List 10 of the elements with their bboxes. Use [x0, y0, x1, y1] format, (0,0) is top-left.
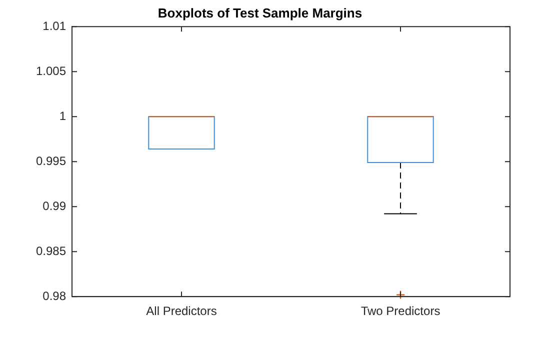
x-tick-label: Two Predictors: [360, 304, 440, 318]
y-tick-label: 0.98: [42, 288, 66, 303]
y-tick-label: 1: [59, 108, 66, 123]
y-tick-label: 0.99: [42, 198, 66, 213]
x-tick-label: All Predictors: [146, 304, 217, 318]
y-tick-label: 0.995: [36, 154, 66, 168]
y-tick-label: 0.985: [36, 244, 66, 258]
y-tick-label: 1.005: [36, 64, 66, 78]
chart-title: Boxplots of Test Sample Margins: [158, 5, 362, 20]
y-tick-label: 1.01: [42, 18, 66, 33]
